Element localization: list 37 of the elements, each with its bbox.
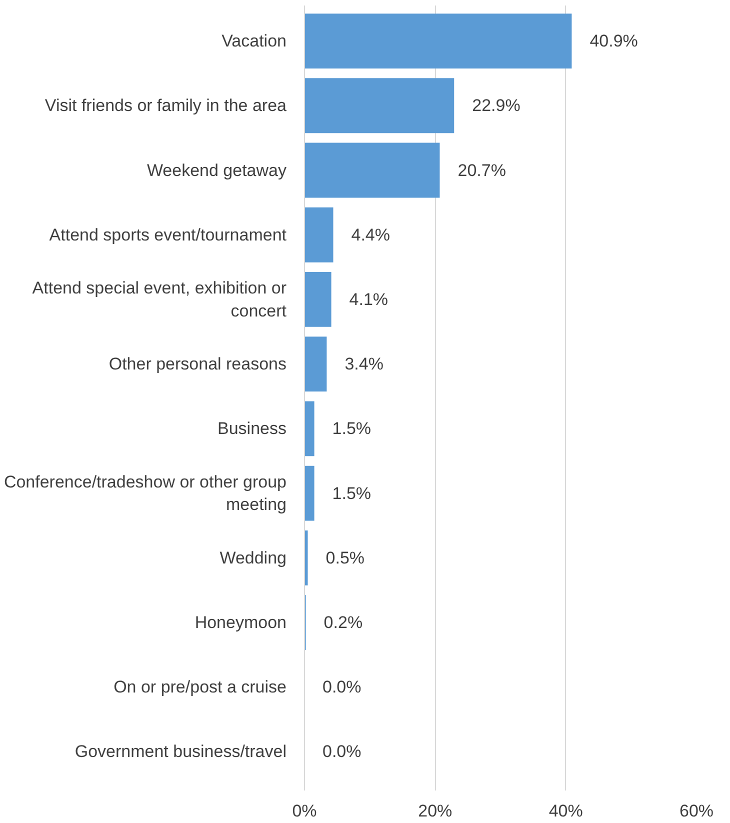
data-label: 4.4%	[351, 225, 390, 244]
y-tick-label: Visit friends or family in the area	[44, 96, 288, 116]
data-label: 0.5%	[326, 548, 365, 568]
data-label: 0.0%	[322, 742, 362, 762]
data-label: 1.5%	[332, 419, 372, 438]
y-tick-label: Government business/travel	[74, 742, 287, 762]
bar	[304, 336, 327, 392]
y-tick-label: Other personal reasons	[108, 354, 287, 374]
y-tick-label: On or pre/post a cruise	[114, 678, 287, 697]
data-label: 3.4%	[344, 354, 384, 374]
y-tick-label: Honeymoon	[194, 613, 287, 632]
data-label: 1.5%	[332, 484, 372, 503]
y-tick-label: Vacation	[222, 32, 287, 51]
y-tick-label: Attend sports event/tournament	[49, 225, 287, 244]
bar	[304, 14, 572, 68]
y-tick-label: Attend special event, exhibition or concert	[32, 278, 287, 320]
data-label: 0.2%	[324, 613, 363, 632]
x-tick-label: 20%	[418, 802, 452, 820]
bar	[304, 401, 314, 456]
bar	[304, 78, 454, 134]
data-label: 40.9%	[590, 32, 638, 51]
bar	[304, 466, 314, 521]
data-label: 20.7%	[458, 160, 506, 180]
data-label: 4.1%	[349, 290, 388, 309]
y-tick-label: Conference/tradeshow or other group meeting	[4, 472, 287, 514]
bar	[304, 142, 440, 198]
y-tick-label: Business	[218, 419, 287, 438]
bar	[304, 272, 332, 327]
bar	[304, 207, 334, 262]
x-tick-label: 0%	[292, 802, 317, 820]
bar	[304, 530, 308, 586]
x-tick-label: 60%	[679, 802, 714, 820]
x-tick-label: 40%	[548, 802, 583, 820]
y-tick-label: Wedding	[220, 548, 287, 568]
data-label: 22.9%	[472, 96, 520, 116]
y-tick-label: Weekend getaway	[146, 160, 287, 180]
data-label: 0.0%	[322, 678, 362, 697]
